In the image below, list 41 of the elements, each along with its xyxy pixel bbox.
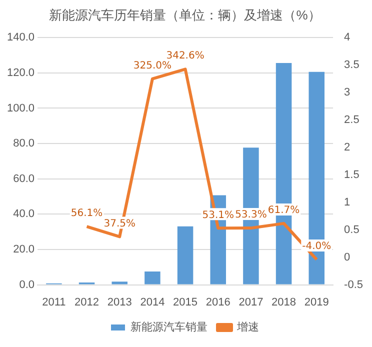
y-tick-label: 40.0: [13, 208, 35, 220]
x-tick-label: 2012: [74, 296, 100, 308]
y2-tick-label: 1.5: [344, 168, 360, 181]
y-tick-label: 20.0: [13, 244, 35, 256]
y-tick-label: 120.0: [6, 66, 35, 79]
legend-label: 增速: [236, 320, 259, 334]
data-label: 53.3%: [235, 210, 267, 221]
y-tick-label: 0.0: [19, 278, 35, 291]
y2-tick-label: 3: [344, 86, 350, 99]
y2-tick-label: 1: [344, 196, 350, 208]
x-tick-label: 2015: [173, 296, 198, 308]
y2-tick-label: 2: [344, 142, 350, 154]
y-tick-label: 100.0: [6, 102, 35, 114]
y2-tick-label: 2.5: [344, 114, 360, 126]
data-label: 37.5%: [104, 218, 136, 230]
y-tick-label: 80.0: [13, 138, 35, 150]
y2-tick-label: -0.5: [344, 278, 364, 291]
x-tick-label: 2019: [304, 296, 329, 308]
x-tick-label: 2016: [206, 296, 230, 308]
data-label: 53.1%: [202, 210, 234, 221]
chart-title: 新能源汽车历年销量（单位：辆）及增速（%）: [49, 7, 321, 22]
bar: [144, 272, 160, 284]
x-tick-label: 2013: [107, 296, 132, 308]
y2-tick-label: 0: [344, 251, 350, 264]
data-label: 325.0%: [133, 60, 172, 72]
data-label: 56.1%: [70, 208, 103, 220]
x-tick-label: 2014: [140, 296, 165, 308]
legend-label: 新能源汽车销量: [130, 320, 208, 334]
data-label: 342.6%: [166, 50, 204, 62]
y2-tick-label: 4: [344, 32, 350, 44]
x-tick-label: 2017: [238, 296, 264, 308]
data-label: 61.7%: [268, 205, 300, 216]
data-label: -4.0%: [302, 241, 332, 252]
y-tick-label: 140.0: [6, 32, 35, 44]
x-tick-label: 2011: [42, 296, 66, 308]
x-tick-label: 2018: [272, 296, 296, 308]
bar: [112, 282, 128, 284]
y2-tick-label: 3.5: [344, 59, 360, 72]
y-tick-label: 60.0: [13, 172, 35, 185]
y2-tick-label: 0.5: [344, 224, 360, 236]
bar: [177, 226, 194, 284]
